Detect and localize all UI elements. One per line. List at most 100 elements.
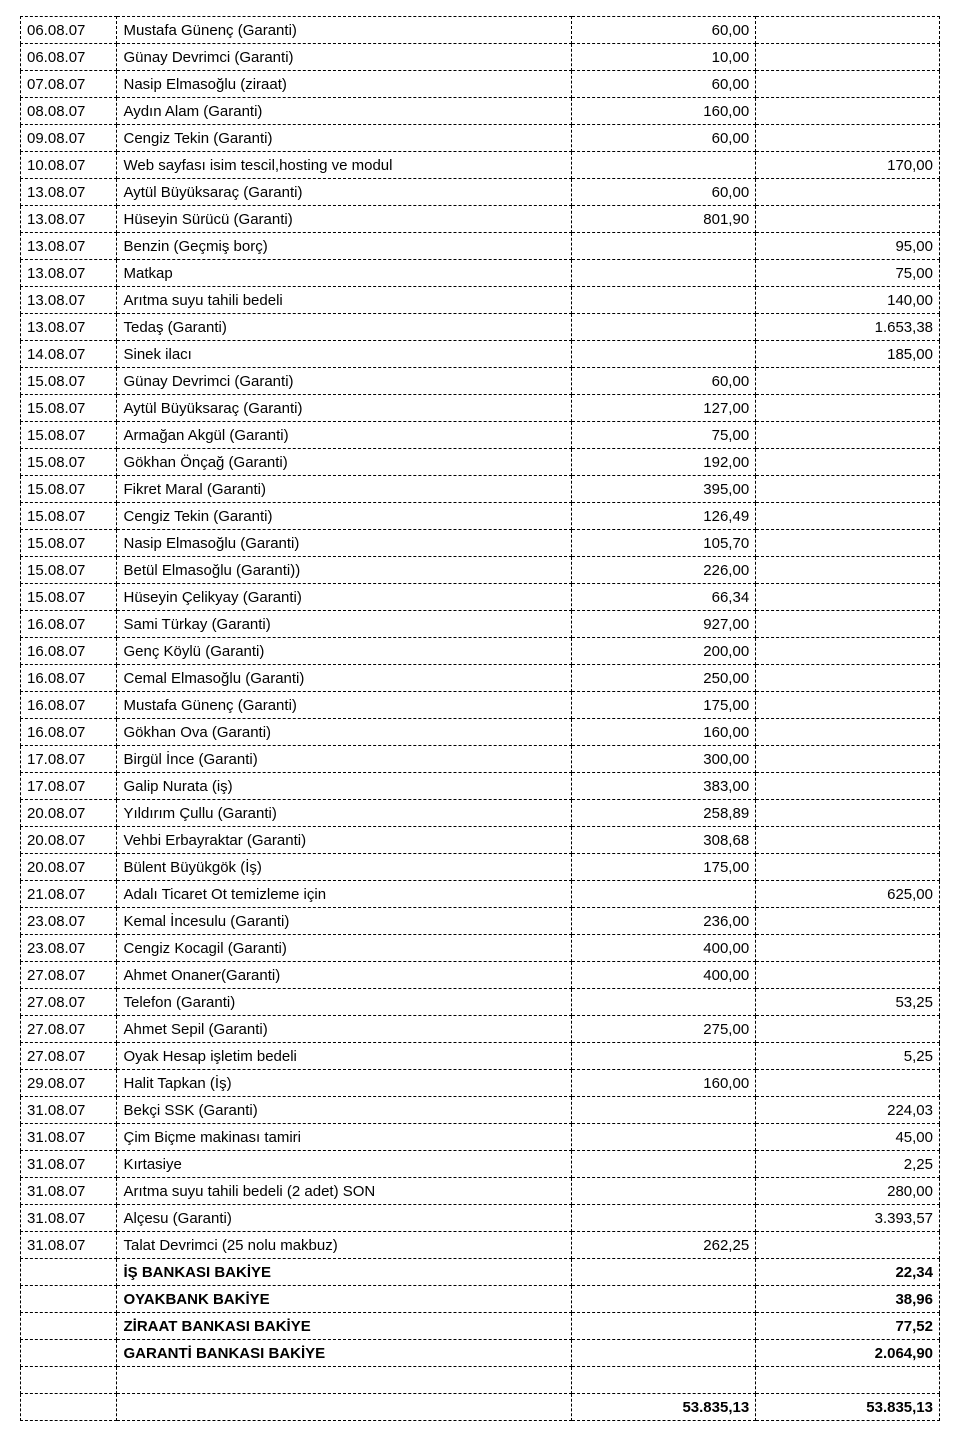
cell-col4 — [756, 98, 940, 125]
cell-date: 16.08.07 — [21, 665, 117, 692]
cell-col3: 10,00 — [572, 44, 756, 71]
table-row: 27.08.07Ahmet Sepil (Garanti)275,00 — [21, 1016, 940, 1043]
cell-col3 — [572, 1340, 756, 1367]
cell-date: 10.08.07 — [21, 152, 117, 179]
table-row: 17.08.07Birgül İnce (Garanti)300,00 — [21, 746, 940, 773]
cell-col4 — [756, 1016, 940, 1043]
cell-date: 09.08.07 — [21, 125, 117, 152]
table-row: OYAKBANK BAKİYE38,96 — [21, 1286, 940, 1313]
cell-desc: Benzin (Geçmiş borç) — [117, 233, 572, 260]
cell-col3: 262,25 — [572, 1232, 756, 1259]
cell-col4: 77,52 — [756, 1313, 940, 1340]
cell-col4 — [756, 638, 940, 665]
cell-desc: Betül Elmasoğlu (Garanti)) — [117, 557, 572, 584]
cell-col3: 60,00 — [572, 17, 756, 44]
cell-col4 — [756, 1367, 940, 1394]
table-row: 16.08.07Sami Türkay (Garanti)927,00 — [21, 611, 940, 638]
cell-desc: Tedaş (Garanti) — [117, 314, 572, 341]
cell-date: 13.08.07 — [21, 287, 117, 314]
cell-col4 — [756, 611, 940, 638]
cell-desc: Aytül Büyüksaraç (Garanti) — [117, 395, 572, 422]
cell-col4 — [756, 935, 940, 962]
cell-col4: 53,25 — [756, 989, 940, 1016]
cell-col4 — [756, 476, 940, 503]
cell-desc: Nasip Elmasoğlu (ziraat) — [117, 71, 572, 98]
table-row: 20.08.07Vehbi Erbayraktar (Garanti)308,6… — [21, 827, 940, 854]
cell-date: 15.08.07 — [21, 584, 117, 611]
cell-col4 — [756, 206, 940, 233]
cell-date — [21, 1340, 117, 1367]
cell-date: 31.08.07 — [21, 1124, 117, 1151]
table-row: 09.08.07Cengiz Tekin (Garanti)60,00 — [21, 125, 940, 152]
cell-col3 — [572, 1043, 756, 1070]
cell-col4 — [756, 746, 940, 773]
cell-col3: 236,00 — [572, 908, 756, 935]
cell-col3: 258,89 — [572, 800, 756, 827]
cell-date: 17.08.07 — [21, 773, 117, 800]
cell-col4 — [756, 908, 940, 935]
cell-col4: 45,00 — [756, 1124, 940, 1151]
cell-col3: 400,00 — [572, 962, 756, 989]
table-row: 15.08.07Armağan Akgül (Garanti)75,00 — [21, 422, 940, 449]
table-row: 13.08.07Benzin (Geçmiş borç)95,00 — [21, 233, 940, 260]
table-row: 10.08.07Web sayfası isim tescil,hosting … — [21, 152, 940, 179]
cell-desc: Hüseyin Sürücü (Garanti) — [117, 206, 572, 233]
cell-date: 31.08.07 — [21, 1178, 117, 1205]
cell-date: 13.08.07 — [21, 179, 117, 206]
cell-col4: 170,00 — [756, 152, 940, 179]
cell-col4 — [756, 692, 940, 719]
cell-date — [21, 1259, 117, 1286]
table-row: GARANTİ BANKASI BAKİYE2.064,90 — [21, 1340, 940, 1367]
cell-date: 13.08.07 — [21, 314, 117, 341]
cell-desc: Bekçi SSK (Garanti) — [117, 1097, 572, 1124]
cell-col3: 105,70 — [572, 530, 756, 557]
table-row — [21, 1367, 940, 1394]
table-row: 13.08.07Matkap75,00 — [21, 260, 940, 287]
table-row: 15.08.07Günay Devrimci (Garanti)60,00 — [21, 368, 940, 395]
table-row: 15.08.07Gökhan Önçağ (Garanti)192,00 — [21, 449, 940, 476]
cell-col4 — [756, 962, 940, 989]
cell-date: 29.08.07 — [21, 1070, 117, 1097]
cell-col4 — [756, 17, 940, 44]
cell-col4 — [756, 530, 940, 557]
cell-desc: GARANTİ BANKASI BAKİYE — [117, 1340, 572, 1367]
cell-desc — [117, 1367, 572, 1394]
table-row: 31.08.07Kırtasiye2,25 — [21, 1151, 940, 1178]
table-row: 16.08.07Genç Köylü (Garanti)200,00 — [21, 638, 940, 665]
cell-col4: 5,25 — [756, 1043, 940, 1070]
cell-date: 15.08.07 — [21, 503, 117, 530]
cell-col3: 75,00 — [572, 422, 756, 449]
table-row: 20.08.07Bülent Büyükgök (İş)175,00 — [21, 854, 940, 881]
cell-col3 — [572, 1367, 756, 1394]
cell-desc: Çim Biçme makinası tamiri — [117, 1124, 572, 1151]
cell-date: 06.08.07 — [21, 44, 117, 71]
table-row: 23.08.07Cengiz Kocagil (Garanti)400,00 — [21, 935, 940, 962]
cell-col3: 53.835,13 — [572, 1394, 756, 1421]
table-row: 15.08.07Nasip Elmasoğlu (Garanti)105,70 — [21, 530, 940, 557]
cell-date: 15.08.07 — [21, 476, 117, 503]
table-row: 16.08.07Mustafa Günenç (Garanti)175,00 — [21, 692, 940, 719]
cell-date: 31.08.07 — [21, 1151, 117, 1178]
cell-col4 — [756, 827, 940, 854]
cell-desc: Vehbi Erbayraktar (Garanti) — [117, 827, 572, 854]
cell-col4: 75,00 — [756, 260, 940, 287]
table-row: 13.08.07Aytül Büyüksaraç (Garanti)60,00 — [21, 179, 940, 206]
cell-col4: 224,03 — [756, 1097, 940, 1124]
cell-col4 — [756, 557, 940, 584]
cell-date: 31.08.07 — [21, 1205, 117, 1232]
cell-col4: 95,00 — [756, 233, 940, 260]
table-row: 31.08.07Alçesu (Garanti)3.393,57 — [21, 1205, 940, 1232]
cell-desc: Günay Devrimci (Garanti) — [117, 44, 572, 71]
table-row: 23.08.07Kemal İncesulu (Garanti)236,00 — [21, 908, 940, 935]
cell-col3: 160,00 — [572, 719, 756, 746]
cell-col4: 38,96 — [756, 1286, 940, 1313]
table-row: 08.08.07Aydın Alam (Garanti)160,00 — [21, 98, 940, 125]
table-row: 15.08.07Cengiz Tekin (Garanti)126,49 — [21, 503, 940, 530]
cell-desc: Gökhan Önçağ (Garanti) — [117, 449, 572, 476]
cell-desc: Adalı Ticaret Ot temizleme için — [117, 881, 572, 908]
cell-col3: 275,00 — [572, 1016, 756, 1043]
table-row: 53.835,1353.835,13 — [21, 1394, 940, 1421]
table-row: 27.08.07Ahmet Onaner(Garanti)400,00 — [21, 962, 940, 989]
cell-col3 — [572, 233, 756, 260]
cell-col3: 801,90 — [572, 206, 756, 233]
